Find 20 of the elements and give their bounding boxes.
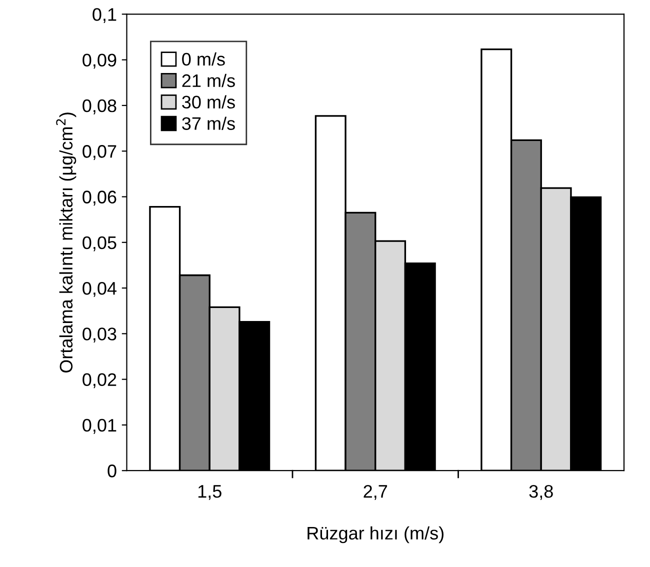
x-axis-title: Rüzgar hızı (m/s) bbox=[308, 526, 444, 544]
y-tick-label: 0,06 bbox=[82, 190, 116, 206]
y-tick-label: 0,07 bbox=[82, 145, 116, 160]
legend-label: 30 m/s bbox=[182, 95, 235, 109]
y-tick-label: 0,02 bbox=[82, 373, 116, 388]
legend-label: 0 m/s bbox=[182, 52, 225, 66]
y-tick-label: 0,08 bbox=[82, 99, 116, 114]
x-tick-label: 2,7 bbox=[364, 484, 388, 500]
y-tick-label: 0,05 bbox=[82, 236, 116, 252]
x-tick-label: 3,8 bbox=[529, 484, 553, 500]
y-tick-label: 0,1 bbox=[92, 8, 116, 24]
legend-label: 21 m/s bbox=[182, 74, 235, 88]
legend-label: 37 m/s bbox=[182, 116, 235, 130]
y-tick-label: 0,09 bbox=[82, 54, 116, 69]
y-tick-label: 0,03 bbox=[82, 328, 116, 343]
y-tick-label: 0 bbox=[108, 464, 116, 478]
x-tick-label: 1,5 bbox=[198, 485, 222, 500]
y-tick-label: 0,04 bbox=[82, 282, 117, 297]
y-tick-label: 0,01 bbox=[82, 418, 116, 434]
y-axis-title: Ortalama kalıntı miktarı (µg/cm$^{2}$) bbox=[56, 112, 76, 373]
